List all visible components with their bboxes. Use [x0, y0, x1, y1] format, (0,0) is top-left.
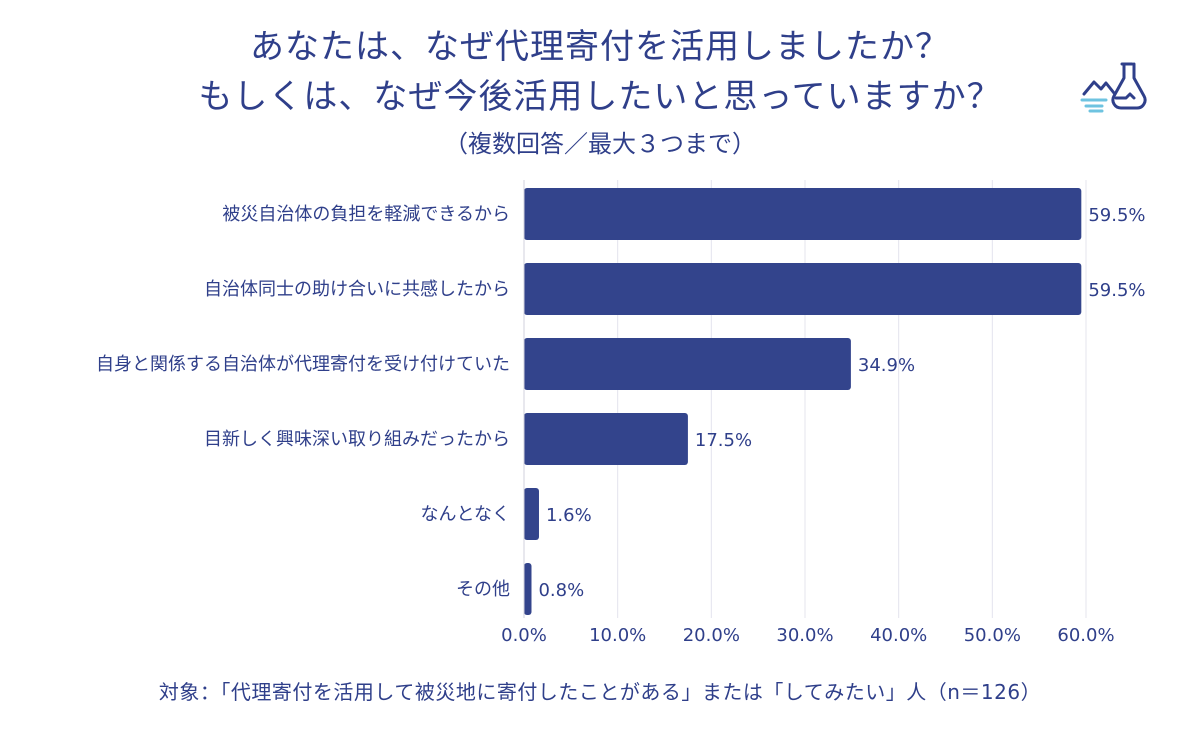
x-tick-label: 10.0%: [589, 625, 646, 646]
data-label: 59.5%: [1088, 205, 1145, 226]
category-label: なんとなく: [421, 504, 510, 525]
bar: [524, 338, 851, 390]
category-label: 被災自治体の負担を軽減できるから: [222, 204, 510, 225]
data-label: 17.5%: [695, 430, 752, 451]
bar: [524, 263, 1082, 315]
bar: [524, 188, 1082, 240]
x-tick-label: 50.0%: [964, 625, 1021, 646]
data-label: 34.9%: [858, 355, 915, 376]
footnote: 対象：「代理寄付を活用して被災地に寄付したことがある」または「してみたい」人（n…: [158, 680, 1042, 704]
category-label: その他: [456, 579, 510, 600]
bar: [524, 488, 539, 540]
chart-title-block: あなたは、なぜ代理寄付を活用しましたか？ もしくは、なぜ今後活用したいと思ってい…: [0, 22, 1200, 164]
x-tick-label: 40.0%: [870, 625, 927, 646]
x-tick-label: 30.0%: [776, 625, 833, 646]
x-tick-label: 60.0%: [1057, 625, 1114, 646]
category-label: 自治体同士の助け合いに共感したから: [204, 279, 510, 300]
flask-landscape-icon: [1080, 62, 1147, 113]
chart-title-line-2: もしくは、なぜ今後活用したいと思っていますか？: [198, 77, 1002, 117]
data-label: 0.8%: [538, 580, 584, 601]
bar: [524, 413, 688, 465]
category-label: 目新しく興味深い取り組みだったから: [204, 429, 510, 450]
data-label: 1.6%: [546, 505, 592, 526]
data-label: 59.5%: [1088, 280, 1145, 301]
bar: [524, 563, 532, 615]
x-tick-label: 20.0%: [683, 625, 740, 646]
category-label: 自身と関係する自治体が代理寄付を受け付けていた: [96, 354, 510, 375]
chart-subtitle: （複数回答／最大３つまで）: [444, 130, 756, 158]
chart-title-line-1: あなたは、なぜ代理寄付を活用しましたか？: [250, 27, 950, 67]
x-tick-label: 0.0%: [501, 625, 547, 646]
